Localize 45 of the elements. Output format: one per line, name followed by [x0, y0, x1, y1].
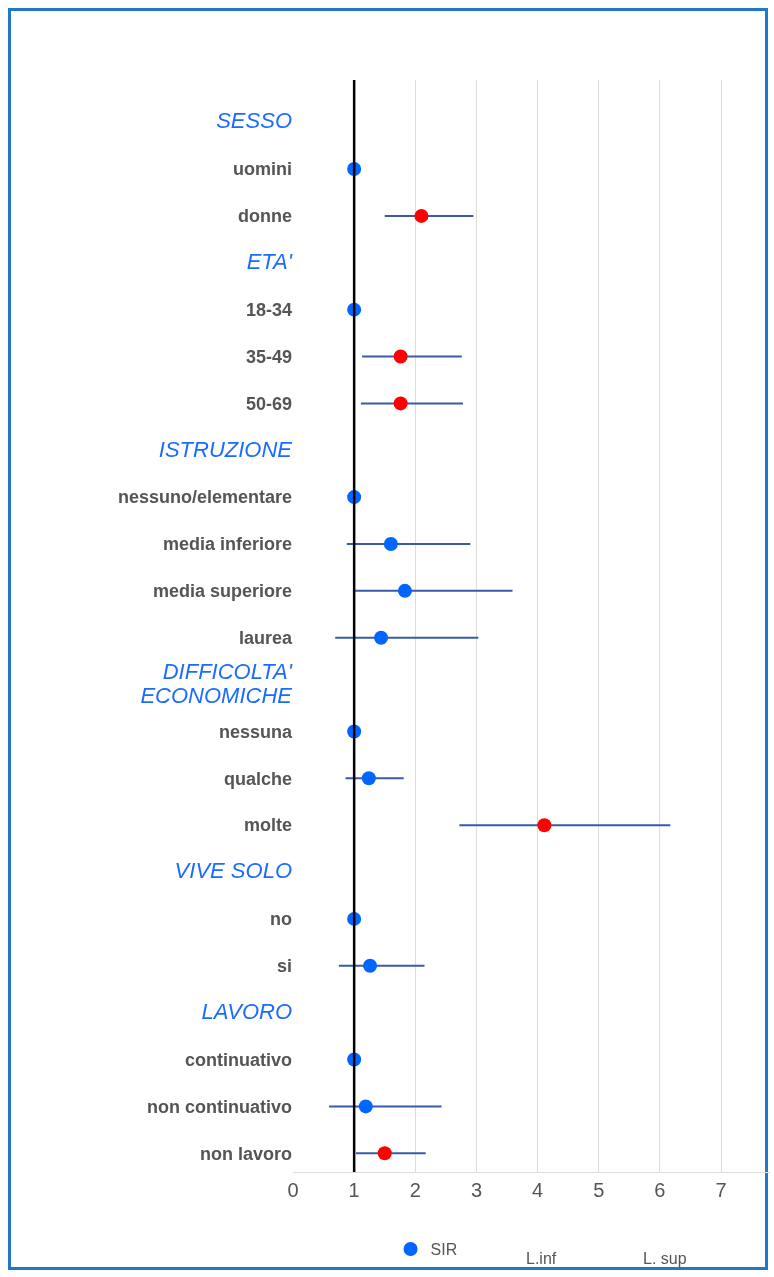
- y-tick-label: donne: [238, 206, 292, 227]
- point: [361, 771, 376, 786]
- y-tick-label: ISTRUZIONE: [158, 436, 293, 462]
- point: [363, 958, 378, 973]
- y-tick-label: nessuna: [218, 721, 293, 742]
- point: [358, 1099, 373, 1114]
- y-tick-label: VIVE SOLO: [174, 858, 292, 884]
- point: [393, 349, 408, 364]
- y-tick-label: ETA': [246, 249, 293, 275]
- point: [393, 396, 408, 411]
- x-tick-label: 5: [593, 1179, 605, 1201]
- y-tick-label: SESSO: [216, 108, 292, 134]
- y-tick-label: media inferiore: [162, 534, 292, 555]
- legend-label: SIR: [430, 1241, 458, 1259]
- point: [383, 536, 398, 551]
- x-tick-label: 1: [348, 1179, 360, 1201]
- y-tick-label: si: [276, 956, 292, 977]
- y-tick-label: laurea: [238, 628, 293, 649]
- text: L.inf: [526, 1250, 557, 1267]
- y-tick-label: 50-69: [245, 393, 292, 414]
- y-tick-label: molte: [243, 815, 292, 836]
- y-tick-label: LAVORO: [201, 998, 292, 1024]
- point: [414, 208, 429, 223]
- point: [377, 1146, 392, 1161]
- y-tick-label: nessuno/elementare: [117, 487, 292, 508]
- y-tick-label: non lavoro: [199, 1143, 292, 1164]
- y-tick-label: continuativo: [185, 1049, 292, 1070]
- y-tick-label: 18-34: [245, 299, 292, 320]
- text: L. sup: [643, 1250, 687, 1267]
- y-tick-label: uomini: [233, 159, 292, 180]
- y-tick-label: no: [270, 909, 292, 930]
- y-tick-label: media superiore: [152, 581, 292, 602]
- y-tick-label: qualche: [223, 768, 292, 789]
- x-tick-label: 0: [287, 1179, 299, 1201]
- x-tick-label: 2: [409, 1179, 421, 1201]
- x-tick-label: 4: [532, 1179, 544, 1201]
- y-tick-label: non continuativo: [147, 1096, 292, 1117]
- x-tick-label: 3: [470, 1179, 483, 1201]
- x-tick-label: 7: [715, 1179, 727, 1201]
- y-tick-label: 35-49: [245, 346, 292, 367]
- point: [374, 630, 389, 645]
- point: [397, 583, 412, 598]
- x-tick-label: 6: [654, 1179, 666, 1201]
- y-tick-label: DIFFICOLTA' ECONOMICHE: [140, 659, 293, 708]
- point: [537, 818, 552, 833]
